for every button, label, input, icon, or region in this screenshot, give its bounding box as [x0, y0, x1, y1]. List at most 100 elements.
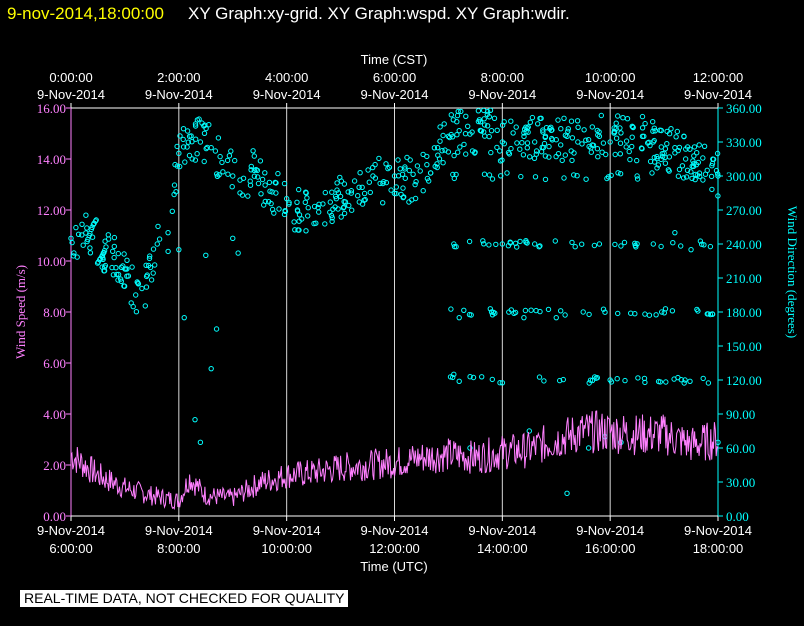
wind-direction-point: [569, 157, 575, 164]
wind-direction-point: [615, 113, 621, 119]
wind-direction-point: [154, 241, 160, 247]
top-axis: 0:00:00 9-Nov-2014 2:00:00 9-Nov-2014 4:00:0…: [37, 70, 752, 108]
wind-direction-point: [130, 303, 136, 310]
wind-direction-point: [454, 132, 460, 138]
wind-direction-point: [118, 278, 125, 284]
wind-direction-point: [457, 144, 463, 150]
wind-direction-point: [410, 171, 416, 178]
wind-direction-point: [491, 115, 498, 122]
top-axis-title: Time (CST): [361, 52, 428, 67]
bottom-tick-date: 9-Nov-2014: [468, 523, 536, 538]
wind-direction-point: [171, 191, 177, 198]
wind-direction-point: [565, 128, 571, 135]
wind-direction-point: [259, 176, 266, 183]
bottom-axis: 9-Nov-2014 6:00:00 9-Nov-2014 8:00:00 9-Nov-…: [37, 516, 752, 556]
wind-direction-point: [219, 159, 225, 166]
wind-direction-point: [650, 241, 656, 247]
wind-direction-point: [87, 250, 94, 256]
wind-direction-point: [654, 165, 660, 171]
wind-direction-point: [362, 196, 368, 203]
wind-direction-point: [607, 377, 613, 383]
wind-direction-point: [555, 117, 561, 123]
wind-direction-point: [341, 210, 348, 217]
wind-direction-point: [143, 284, 150, 290]
wind-direction-point: [535, 121, 541, 127]
wind-direction-point: [383, 179, 390, 186]
wind-direction-point: [642, 120, 648, 127]
wind-direction-point: [251, 153, 258, 159]
wind-direction-point: [634, 241, 640, 247]
wind-direction-point: [481, 171, 488, 177]
wind-direction-point: [456, 127, 462, 134]
wind-direction-point: [115, 250, 122, 257]
wind-direction-point: [709, 160, 716, 167]
wind-direction-point: [612, 151, 618, 158]
wind-direction-point: [281, 180, 288, 187]
wind-direction-point: [519, 140, 525, 146]
wind-direction-point: [451, 241, 457, 247]
wind-direction-point: [484, 111, 490, 118]
wind-direction-point: [537, 243, 543, 249]
bottom-tick-date: 9-Nov-2014: [576, 523, 644, 538]
wind-direction-point: [508, 145, 514, 152]
wind-direction-point: [467, 374, 473, 380]
wind-direction-point: [613, 135, 620, 141]
wind-direction-point: [380, 200, 386, 206]
wind-direction-point: [451, 152, 457, 159]
wind-direction-point: [272, 179, 278, 186]
wind-direction-point: [642, 311, 648, 317]
top-tick-date: 9-Nov-2014: [37, 87, 105, 102]
wind-direction-point: [702, 171, 709, 177]
wind-direction-point: [675, 147, 681, 154]
wind-direction-point: [235, 250, 241, 256]
left-tick-label: 16.00: [37, 101, 66, 116]
wind-direction-point: [682, 377, 688, 383]
wind-direction-point: [296, 218, 302, 224]
wind-direction-point: [303, 228, 309, 234]
wind-direction-point: [356, 184, 362, 191]
wind-direction-point: [615, 170, 621, 176]
wind-direction-point: [194, 151, 200, 157]
wind-direction-point: [569, 239, 575, 246]
wind-direction-point: [705, 380, 712, 386]
wind-direction-point: [296, 212, 303, 218]
wind-direction-point: [715, 171, 721, 177]
wind-direction-point: [481, 241, 487, 247]
wind-direction-point: [699, 241, 705, 247]
wind-direction-point: [437, 138, 443, 144]
wind-direction-point: [479, 374, 485, 380]
wind-direction-point: [458, 108, 464, 115]
wind-direction-point: [367, 189, 373, 196]
wind-direction-point: [333, 196, 339, 202]
wind-direction-point: [111, 234, 118, 241]
wind-direction-point: [715, 193, 721, 199]
wind-direction-point: [489, 376, 495, 383]
wind-direction-point: [498, 173, 504, 179]
wind-direction-point: [499, 380, 506, 386]
wind-direction-point: [257, 158, 264, 164]
wind-direction-point: [434, 161, 440, 167]
wind-direction-point: [622, 377, 628, 384]
bottom-tick-date: 9-Nov-2014: [361, 523, 429, 538]
top-tick-time: 4:00:00: [265, 70, 308, 85]
left-tick-label: 4.00: [43, 407, 66, 422]
wind-direction-point: [540, 127, 546, 133]
wind-direction-point: [587, 377, 594, 383]
wind-direction-point: [370, 164, 376, 171]
wind-direction-point: [588, 149, 594, 155]
wind-direction-point: [393, 184, 399, 190]
wind-direction-point: [165, 248, 171, 255]
wind-direction-point: [436, 156, 443, 162]
wind-direction-point: [447, 374, 454, 380]
wind-direction-point: [696, 142, 702, 148]
wind-direction-point: [133, 292, 139, 298]
wind-direction-point: [334, 187, 340, 193]
wind-direction-point: [525, 129, 531, 135]
wind-direction-point: [83, 212, 89, 218]
wind-direction-point: [93, 217, 99, 223]
wind-direction-point: [679, 163, 686, 169]
wind-direction-point: [526, 428, 532, 434]
wind-direction-point: [704, 311, 710, 317]
wind-direction-point: [488, 127, 495, 134]
